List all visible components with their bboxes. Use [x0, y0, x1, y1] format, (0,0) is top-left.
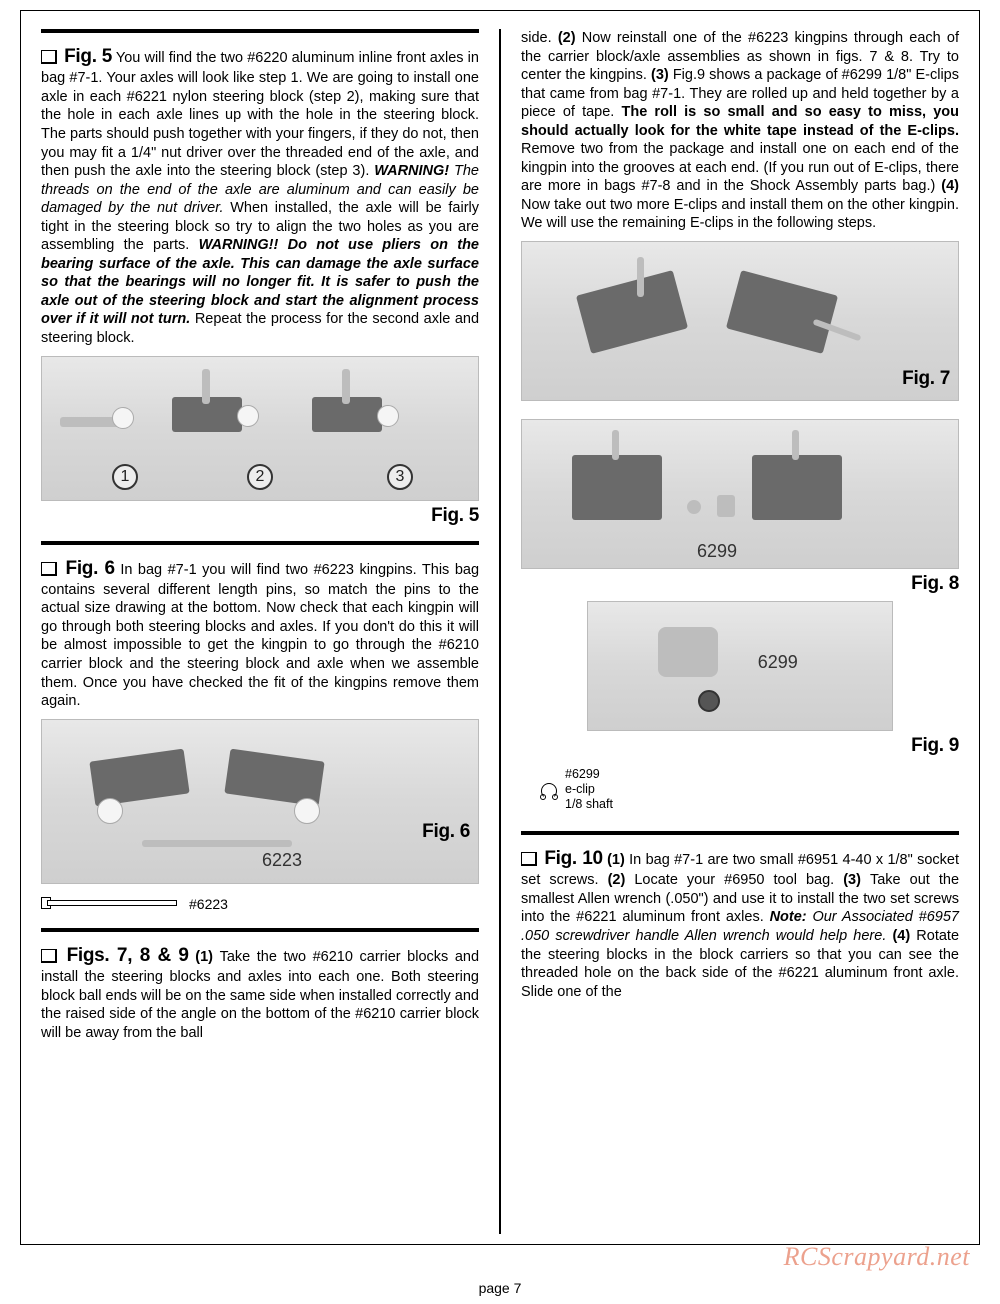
- fig7-caption: Fig. 7: [902, 368, 950, 390]
- fig6-paragraph: Fig. 6 In bag #7-1 you will find two #62…: [41, 557, 479, 711]
- fig10-b: Locate your #6950 tool bag.: [634, 872, 843, 888]
- fig6-photo: 6223 Fig. 6: [41, 719, 479, 884]
- eclip-size: 1/8 shaft: [565, 797, 613, 811]
- step-circle-3: 3: [387, 464, 413, 490]
- left-column: Fig. 5 You will find the two #6220 alumi…: [21, 11, 499, 1244]
- fig5-caption: Fig. 5: [41, 505, 479, 527]
- fig8-photo: 6299: [521, 419, 959, 569]
- fig9-caption: Fig. 9: [521, 735, 959, 757]
- step-1: (1): [607, 852, 629, 868]
- step-1: (1): [195, 949, 219, 965]
- step-4: (4): [941, 178, 959, 194]
- page-frame: Fig. 5 You will find the two #6220 alumi…: [20, 10, 980, 1245]
- step-3: (3): [651, 67, 673, 83]
- eclip-part: #6299: [565, 767, 600, 781]
- eclip-spec: #6299 e-clip 1/8 shaft: [521, 767, 959, 817]
- rule: [41, 541, 479, 545]
- step-4: (4): [892, 928, 916, 944]
- pin-body: [47, 900, 177, 906]
- step-2: (2): [558, 30, 582, 46]
- step-2: (2): [608, 872, 635, 888]
- fig6-photo-label: 6223: [262, 850, 302, 871]
- note-label: Note:: [770, 909, 813, 925]
- fig6-caption: Fig. 6: [422, 821, 470, 843]
- rule: [41, 29, 479, 33]
- fig6-text: In bag #7-1 you will find two #6223 king…: [41, 562, 479, 710]
- fig10-paragraph: Fig. 10 (1) In bag #7-1 are two small #6…: [521, 847, 959, 1001]
- cont-e: Now take out two more E-clips and instal…: [521, 197, 959, 232]
- pin-drawing: #6223: [41, 894, 479, 914]
- checkbox-icon: [521, 852, 536, 865]
- step-3: (3): [843, 872, 870, 888]
- fig5-photo: 1 2 3: [41, 356, 479, 501]
- fig5-warn1: WARNING!: [374, 163, 454, 179]
- fig9-photo-label: 6299: [758, 652, 798, 673]
- checkbox-icon: [41, 50, 56, 63]
- rule: [41, 928, 479, 932]
- checkbox-icon: [41, 949, 56, 962]
- fig789-paragraph: Figs. 7, 8 & 9 (1) Take the two #6210 ca…: [41, 944, 479, 1043]
- cont-d: Remove two from the package and install …: [521, 141, 959, 194]
- eclip-icon: [541, 783, 557, 799]
- rule: [521, 831, 959, 835]
- fig789-heading: Figs. 7, 8 & 9: [67, 945, 189, 966]
- fig7-photo: Fig. 7: [521, 241, 959, 401]
- fig5-paragraph: Fig. 5 You will find the two #6220 alumi…: [41, 45, 479, 348]
- fig5-text-a: You will find the two #6220 aluminum inl…: [41, 50, 479, 179]
- fig10-heading: Fig. 10: [544, 848, 602, 869]
- cont789-paragraph: side. (2) Now reinstall one of the #6223…: [521, 29, 959, 233]
- step-circle-2: 2: [247, 464, 273, 490]
- watermark: RCScrapyard.net: [784, 1242, 970, 1272]
- fig5-heading: Fig. 5: [64, 46, 112, 67]
- cont-a: side.: [521, 30, 558, 46]
- pin-label: #6223: [189, 896, 228, 912]
- fig9-photo: 6299: [587, 601, 894, 731]
- right-column: side. (2) Now reinstall one of the #6223…: [501, 11, 979, 1244]
- fig8-caption: Fig. 8: [521, 573, 959, 595]
- fig8-photo-label: 6299: [697, 541, 737, 562]
- eclip-name: e-clip: [565, 782, 595, 796]
- step-circle-1: 1: [112, 464, 138, 490]
- checkbox-icon: [41, 562, 56, 575]
- fig6-heading: Fig. 6: [66, 558, 115, 579]
